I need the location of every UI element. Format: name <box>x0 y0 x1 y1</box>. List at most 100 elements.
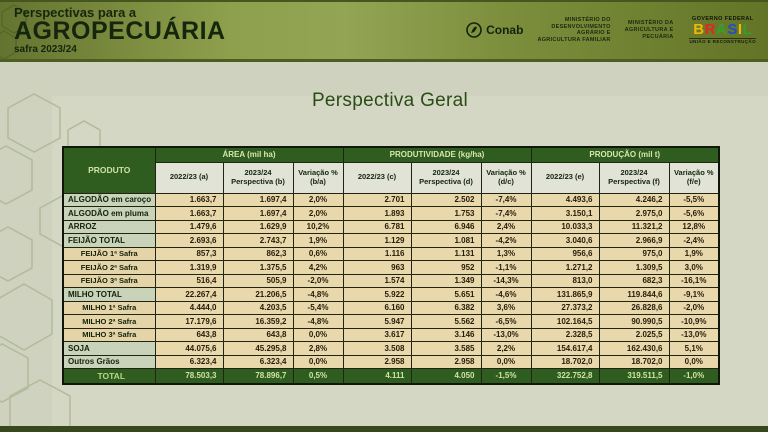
table-row: MILHO 3ª Safra 643,8 643,8 0,0% 3.617 3.146 -1… <box>62 327 720 342</box>
value-cell: 6.160 <box>342 300 412 315</box>
value-cell: 862,3 <box>222 246 294 261</box>
table-row: ALGODÃO em caroço 1.663,7 1.697,4 2,0% 2.701… <box>62 192 720 207</box>
variation-cell: 12,8% <box>668 219 720 234</box>
table-row: Outros Grãos 6.323,4 6.323,4 0,0% 2.958 2.958… <box>62 354 720 369</box>
brasil-letter: L <box>742 21 753 39</box>
variation-cell: 2,8% <box>292 341 344 356</box>
value-cell: 4.111 <box>342 368 412 384</box>
value-cell: 2.502 <box>410 192 482 207</box>
value-cell: 963 <box>342 260 412 275</box>
value-cell: 11.321,2 <box>598 219 670 234</box>
value-cell: 6.323,4 <box>154 354 224 369</box>
value-cell: 3.146 <box>410 327 482 342</box>
product-label: Outros Grãos <box>62 354 156 369</box>
variation-cell: 2,0% <box>292 192 344 207</box>
variation-cell: -1,5% <box>480 368 532 384</box>
column-header: Variação % (b/a) <box>292 161 344 194</box>
header-logos: Conab MINISTÉRIO DO DESENVOLVIMENTO AGRÁ… <box>466 14 768 47</box>
value-cell: 956,6 <box>530 246 600 261</box>
variation-cell: 2,0% <box>292 206 344 221</box>
value-cell: 1.116 <box>342 246 412 261</box>
variation-cell: -5,4% <box>292 300 344 315</box>
value-cell: 3.585 <box>410 341 482 356</box>
column-header: 2023/24 Perspectiva (b) <box>222 161 294 194</box>
product-label: TOTAL <box>62 368 156 384</box>
conab-label: Conab <box>486 23 524 38</box>
variation-cell: 0,5% <box>292 368 344 384</box>
variation-cell: -2,0% <box>292 273 344 288</box>
product-label: FEIJÃO TOTAL <box>62 233 156 248</box>
brand-subtitle: safra 2023/24 <box>14 44 77 56</box>
value-cell: 1.697,4 <box>222 206 294 221</box>
variation-cell: 1,3% <box>480 246 532 261</box>
value-cell: 1.663,7 <box>154 206 224 221</box>
product-label: ARROZ <box>62 219 156 234</box>
value-cell: 17.179,6 <box>154 314 224 329</box>
value-cell: 2.958 <box>342 354 412 369</box>
value-cell: 2.743,7 <box>222 233 294 248</box>
bottom-strip <box>0 426 768 432</box>
value-cell: 119.844,6 <box>598 287 670 302</box>
variation-cell: 3,6% <box>480 300 532 315</box>
value-cell: 22.267,4 <box>154 287 224 302</box>
column-header: Variação % (d/c) <box>480 161 532 194</box>
product-label: FEIJÃO 1ª Safra <box>62 246 156 261</box>
value-cell: 2.025,5 <box>598 327 670 342</box>
value-cell: 813,0 <box>530 273 600 288</box>
value-cell: 1.753 <box>410 206 482 221</box>
product-label: SOJA <box>62 341 156 356</box>
value-cell: 1.271,2 <box>530 260 600 275</box>
value-cell: 4.246,2 <box>598 192 670 207</box>
ministry-agricultura-pecuaria: MINISTÉRIO DA AGRICULTURA E PECUÁRIA <box>625 20 674 41</box>
brasil-letter: A <box>715 21 728 39</box>
variation-cell: -4,6% <box>480 287 532 302</box>
value-cell: 16.359,2 <box>222 314 294 329</box>
value-cell: 319.511,5 <box>598 368 670 384</box>
value-cell: 952 <box>410 260 482 275</box>
value-cell: 1.081 <box>410 233 482 248</box>
value-cell: 6.946 <box>410 219 482 234</box>
variation-cell: -4,2% <box>480 233 532 248</box>
table-row: MILHO 2ª Safra 17.179,6 16.359,2 -4,8% 5.947… <box>62 314 720 329</box>
value-cell: 4.493,6 <box>530 192 600 207</box>
variation-cell: -1,0% <box>668 368 720 384</box>
value-cell: 1.479,6 <box>154 219 224 234</box>
value-cell: 78.896,7 <box>222 368 294 384</box>
conab-logo: Conab <box>466 22 524 39</box>
table-total-row: TOTAL 78.503,3 78.896,7 0,5% 4.111 4.050 -1,5%… <box>62 368 720 384</box>
value-cell: 1.697,4 <box>222 192 294 207</box>
value-cell: 5.562 <box>410 314 482 329</box>
product-label: FEIJÃO 2ª Safra <box>62 260 156 275</box>
value-cell: 1.129 <box>342 233 412 248</box>
group-header-producao: PRODUÇÃO (mil t) <box>530 146 720 163</box>
value-cell: 1.629,9 <box>222 219 294 234</box>
value-cell: 90.990,5 <box>598 314 670 329</box>
value-cell: 5.922 <box>342 287 412 302</box>
variation-cell: -9,1% <box>668 287 720 302</box>
brasil-wordmark: BRASIL <box>689 22 756 37</box>
variation-cell: -6,5% <box>480 314 532 329</box>
value-cell: 4.050 <box>410 368 482 384</box>
value-cell: 505,9 <box>222 273 294 288</box>
value-cell: 45.295,8 <box>222 341 294 356</box>
table-row: SOJA 44.075,6 45.295,8 2,8% 3.508 3.585 2,2% 15… <box>62 341 720 356</box>
variation-cell: 2,4% <box>480 219 532 234</box>
ministry-line: PECUÁRIA <box>642 33 674 40</box>
ministry-line: MINISTÉRIO DA <box>628 20 674 27</box>
variation-cell: -13,0% <box>480 327 532 342</box>
value-cell: 2.958 <box>410 354 482 369</box>
page-title: Perspectiva Geral <box>311 90 469 111</box>
brasil-letter: S <box>727 21 738 39</box>
governo-federal-logo: GOVERNO FEDERAL BRASIL UNIÃO E RECONSTRU… <box>687 14 758 47</box>
brasil-letter: B <box>693 21 705 39</box>
variation-cell: -4,8% <box>292 314 344 329</box>
brand-line2: AGROPECUÁRIA <box>14 16 226 45</box>
variation-cell: -7,4% <box>480 206 532 221</box>
value-cell: 44.075,6 <box>154 341 224 356</box>
column-header: 2023/24 Perspectiva (f) <box>598 161 670 194</box>
value-cell: 2.701 <box>342 192 412 207</box>
value-cell: 643,8 <box>154 327 224 342</box>
value-cell: 10.033,3 <box>530 219 600 234</box>
ministry-line: MINISTÉRIO DO <box>564 16 611 23</box>
value-cell: 643,8 <box>222 327 294 342</box>
